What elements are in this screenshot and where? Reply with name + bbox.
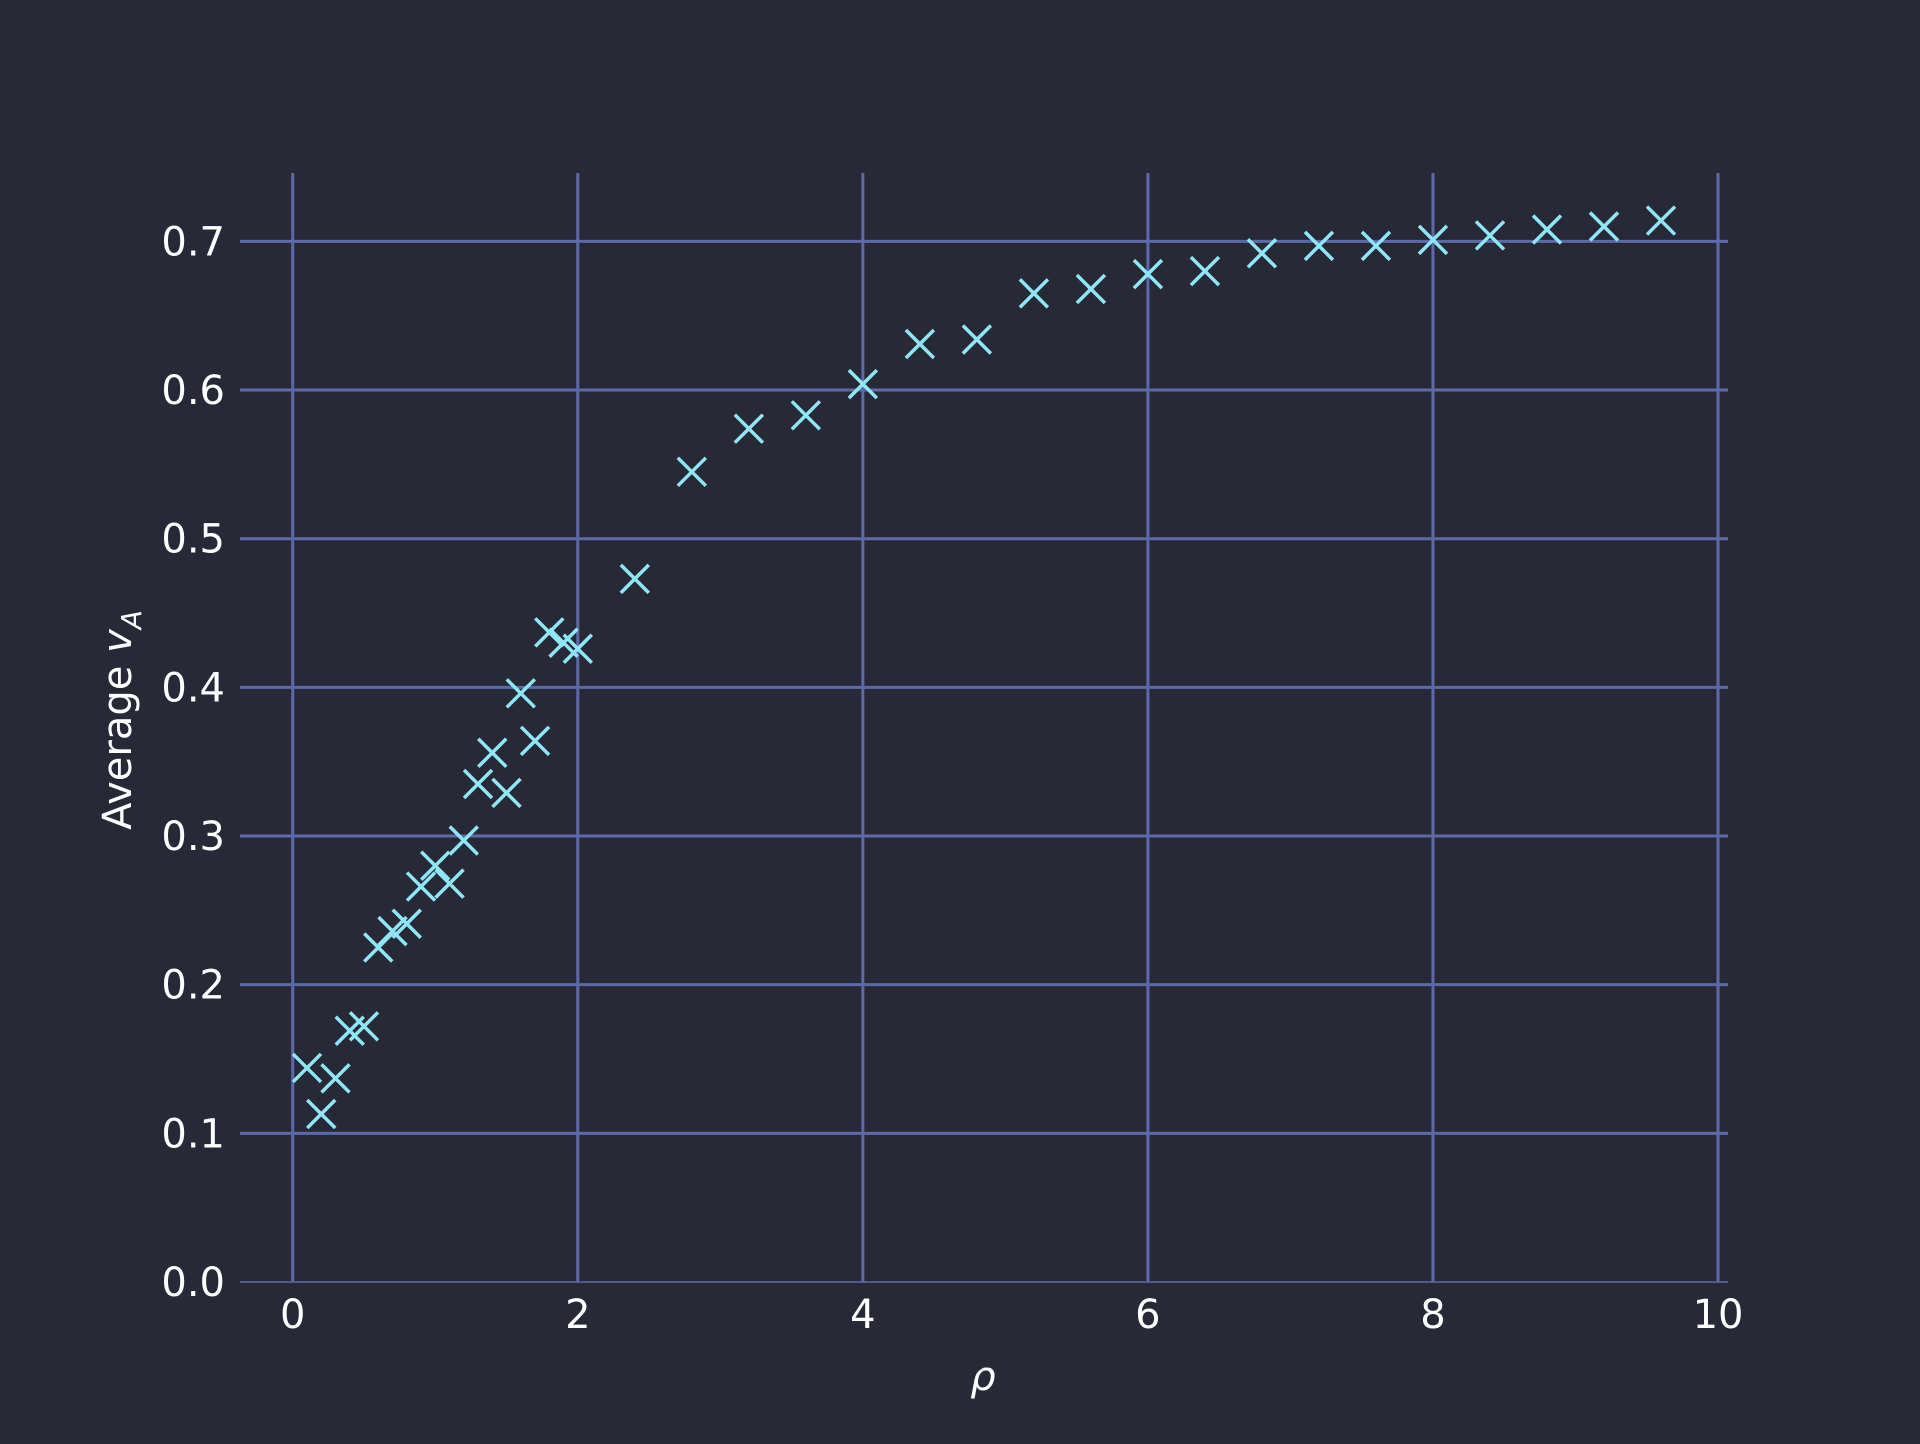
- x-tick-label: 4: [850, 1292, 875, 1338]
- y-tick-label: 0.7: [161, 219, 225, 265]
- data-point: [562, 633, 594, 664]
- data-point: [477, 737, 508, 769]
- x-tick-label: 10: [1693, 1292, 1744, 1338]
- data-point: [519, 725, 551, 757]
- data-point: [961, 324, 993, 355]
- data-point: [391, 908, 422, 939]
- data-point: [491, 777, 522, 809]
- data-point: [377, 915, 408, 947]
- data-point: [790, 400, 822, 431]
- data-point: [1588, 211, 1620, 242]
- data-point: [348, 1011, 380, 1042]
- data-point: [462, 768, 494, 800]
- data-point: [1417, 224, 1449, 256]
- data-point: [291, 1052, 323, 1084]
- y-axis-label-variable: v: [95, 628, 141, 653]
- y-tick-label: 0.1: [161, 1111, 225, 1157]
- data-point: [505, 678, 537, 709]
- y-tick-label: 0.0: [161, 1260, 225, 1306]
- data-point: [676, 456, 708, 488]
- data-point: [405, 871, 437, 902]
- data-point: [619, 563, 651, 595]
- data-points: [291, 205, 1677, 1130]
- x-tick-label: 0: [280, 1292, 305, 1338]
- data-point: [733, 413, 765, 444]
- tick-labels: 0.0 0.1 0.2 0.3 0.4 0.5 0.6 0.7 0 2 4 6 8 10: [161, 219, 1743, 1338]
- data-point: [904, 328, 936, 360]
- data-point: [1474, 220, 1506, 251]
- data-point: [306, 1098, 337, 1130]
- data-point: [1645, 205, 1677, 236]
- data-point: [420, 850, 451, 881]
- data-point: [1531, 214, 1563, 245]
- grid-lines: [240, 173, 1728, 1283]
- data-point: [1132, 258, 1164, 290]
- y-axis-label-prefix: Average: [95, 653, 141, 830]
- data-point: [1075, 273, 1107, 305]
- data-point: [1189, 255, 1221, 287]
- y-tick-label: 0.2: [161, 963, 225, 1009]
- y-tick-label: 0.5: [161, 517, 225, 563]
- data-point: [847, 368, 879, 400]
- x-tick-label: 2: [565, 1292, 590, 1338]
- x-axis-label: ρ: [970, 1354, 995, 1400]
- data-point: [448, 825, 480, 856]
- data-point: [1246, 238, 1278, 269]
- y-tick-label: 0.3: [161, 814, 225, 860]
- y-tick-label: 0.6: [161, 368, 225, 414]
- data-point: [1018, 278, 1050, 309]
- data-point: [1360, 230, 1392, 262]
- x-tick-label: 6: [1135, 1292, 1160, 1338]
- x-tick-label: 8: [1420, 1292, 1445, 1338]
- data-point: [1303, 230, 1335, 262]
- y-axis-label-subscript: A: [115, 610, 148, 631]
- y-tick-label: 0.4: [161, 665, 225, 711]
- data-point: [434, 868, 465, 899]
- data-point: [320, 1063, 351, 1094]
- y-axis-label: Average vA: [95, 610, 148, 830]
- data-point: [534, 617, 565, 648]
